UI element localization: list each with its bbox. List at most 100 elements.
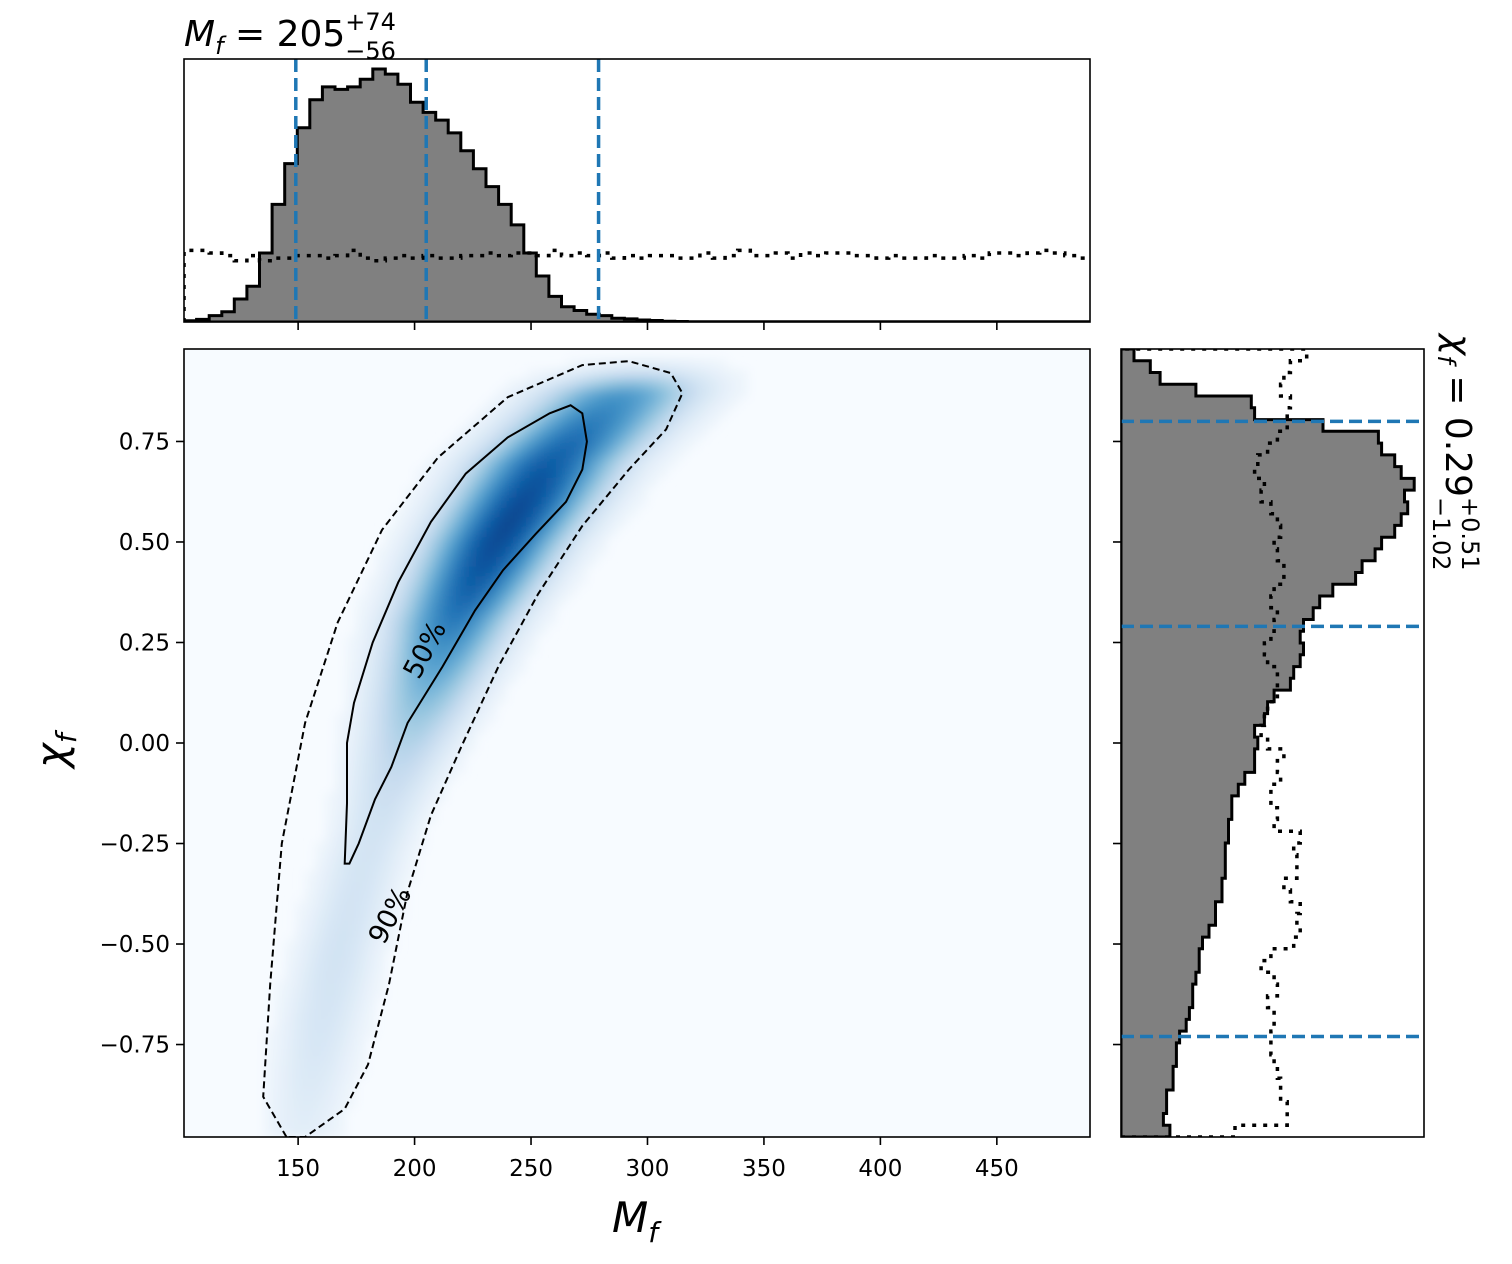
- density-cell: [596, 457, 608, 468]
- density-cell: [576, 555, 588, 567]
- density-cell: [465, 723, 477, 734]
- density-cell: [385, 752, 397, 764]
- density-cell: [284, 989, 296, 1000]
- density-cell: [496, 683, 507, 695]
- density-cell: [274, 1107, 286, 1119]
- density-cell: [445, 723, 457, 734]
- density-cell: [566, 437, 578, 449]
- density-cell: [586, 536, 598, 547]
- density-cell: [314, 920, 326, 931]
- density-cell: [697, 408, 709, 419]
- density-cell: [677, 437, 689, 449]
- density-cell: [445, 526, 457, 537]
- density-cell: [596, 536, 608, 547]
- density-cell: [667, 447, 679, 459]
- density-cell: [516, 457, 528, 468]
- density-cell: [435, 526, 447, 537]
- density-cell: [435, 762, 447, 774]
- density-cell: [304, 1008, 316, 1020]
- density-cell: [335, 1038, 346, 1050]
- density-cell: [647, 408, 658, 419]
- density-cell: [304, 1077, 316, 1089]
- marginal-y-panel: χf = 0.29+0.51−1.02: [1113, 332, 1484, 1138]
- density-cell: [465, 693, 477, 705]
- density-cell: [264, 1058, 276, 1069]
- density-cell: [506, 644, 517, 656]
- density-cell: [405, 782, 417, 794]
- density-cell: [496, 457, 507, 468]
- density-cell: [355, 1038, 366, 1050]
- density-cell: [496, 575, 507, 587]
- density-cell: [435, 713, 447, 725]
- density-cell: [465, 565, 477, 577]
- density-cell: [324, 1087, 336, 1099]
- density-cell: [345, 683, 356, 695]
- density-cell: [385, 693, 397, 705]
- density-cell: [506, 467, 517, 478]
- density-cell: [616, 427, 628, 439]
- density-cell: [395, 526, 407, 537]
- density-cell: [616, 378, 628, 390]
- density-cell: [365, 930, 377, 941]
- density-cell: [324, 940, 336, 951]
- density-cell: [445, 506, 457, 518]
- density-cell: [385, 575, 397, 587]
- density-cell: [576, 368, 588, 380]
- density-cell: [395, 900, 407, 912]
- density-cell: [314, 851, 326, 862]
- density-cell: [425, 457, 437, 468]
- density-cell: [425, 743, 437, 754]
- density-cell: [264, 1087, 276, 1099]
- density-cell: [324, 989, 336, 1000]
- density-cell: [496, 634, 507, 646]
- density-cell: [586, 496, 598, 508]
- density-cell: [365, 575, 377, 587]
- density-cell: [375, 683, 387, 695]
- density-cell: [395, 792, 407, 803]
- density-cell: [576, 447, 588, 459]
- density-cell: [536, 546, 548, 557]
- density-cell: [284, 1127, 296, 1137]
- density-cell: [496, 624, 507, 636]
- density-cell: [445, 752, 457, 764]
- density-cell: [516, 546, 528, 557]
- density-cell: [415, 477, 427, 488]
- density-cell: [475, 408, 487, 419]
- density-cell: [687, 398, 699, 409]
- density-cell: [445, 536, 457, 547]
- density-cell: [496, 693, 507, 705]
- density-cell: [365, 821, 377, 833]
- density-cell: [395, 546, 407, 557]
- joint-panel: 50%90% 150 200 250 300 350 400 450 0.750.500.2…: [27, 348, 1091, 1249]
- density-cell: [586, 486, 598, 498]
- density-cell: [335, 1058, 346, 1069]
- density-cell: [486, 575, 497, 587]
- density-cell: [304, 999, 316, 1010]
- marginal-y-title-symbol: χ: [1437, 332, 1478, 357]
- density-cell: [697, 388, 709, 400]
- density-cell: [304, 1038, 316, 1050]
- density-cell: [667, 457, 679, 468]
- density-cell: [445, 733, 457, 744]
- density-cell: [405, 644, 417, 656]
- density-cell: [335, 861, 346, 872]
- density-cell: [395, 910, 407, 922]
- density-cell: [536, 585, 548, 597]
- density-cell: [546, 477, 558, 488]
- density-cell: [415, 565, 427, 577]
- density-cell: [385, 851, 397, 862]
- density-cell: [506, 605, 517, 616]
- density-cell: [435, 467, 447, 478]
- density-cell: [415, 772, 427, 784]
- density-cell: [526, 496, 538, 508]
- density-cell: [355, 713, 366, 725]
- density-cell: [556, 585, 568, 597]
- density-cell: [465, 437, 477, 449]
- density-cell: [677, 427, 689, 439]
- density-cell: [365, 1018, 377, 1030]
- density-cell: [496, 674, 507, 685]
- density-cell: [546, 516, 558, 528]
- density-cell: [516, 447, 528, 459]
- density-cell: [496, 506, 507, 518]
- density-cell: [677, 368, 689, 380]
